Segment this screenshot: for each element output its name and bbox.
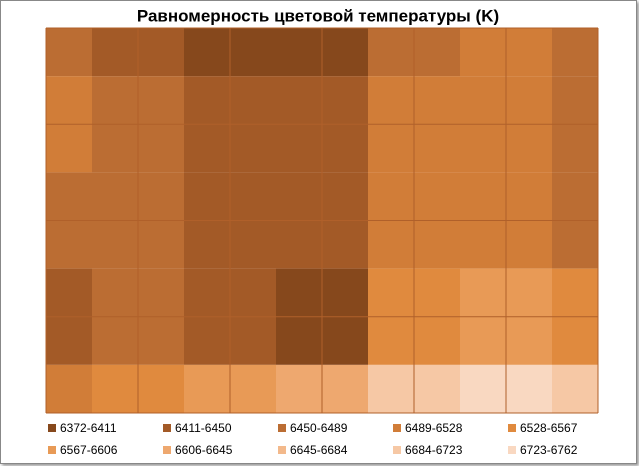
legend-label: 6450-6489 [290,421,348,435]
legend-swatch [508,446,516,454]
legend-swatch [393,424,401,432]
legend-swatch [163,424,171,432]
legend-swatch [393,446,401,454]
legend-swatch [278,424,286,432]
legend-label: 6372-6411 [60,421,117,435]
chart-title: Равномерность цветовой температуры (K) [137,6,499,25]
legend-label: 6723-6762 [520,443,578,457]
legend-swatch [48,424,56,432]
legend-label: 6606-6645 [175,443,233,457]
contour-cell [46,28,92,77]
legend-label: 6684-6723 [405,443,463,457]
contour-cell [552,364,598,413]
legend-label: 6411-6450 [175,421,232,435]
legend-swatch [508,424,516,432]
legend-label: 6567-6606 [60,443,118,457]
legend-label: 6528-6567 [520,421,578,435]
legend-swatch [48,446,56,454]
legend-label: 6489-6528 [405,421,463,435]
contour-cell [46,364,92,413]
legend-swatch [278,446,286,454]
legend-swatch [163,446,171,454]
legend-label: 6645-6684 [290,443,348,457]
contour-cell [552,28,598,77]
